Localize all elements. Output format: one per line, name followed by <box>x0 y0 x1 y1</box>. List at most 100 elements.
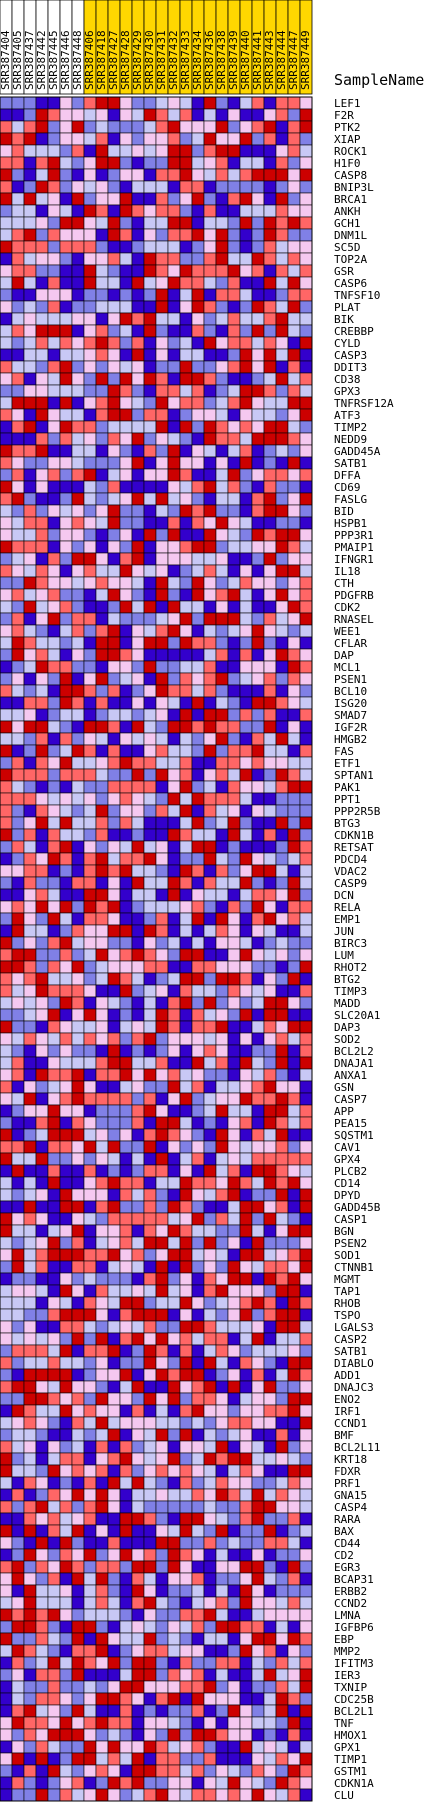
heatmap-cell <box>192 1393 204 1405</box>
heatmap-cell <box>204 1093 216 1105</box>
heatmap-cell <box>252 1417 264 1429</box>
heatmap-cell <box>0 1681 12 1693</box>
heatmap-cell <box>72 1729 84 1741</box>
heatmap-cell <box>192 805 204 817</box>
heatmap-cell <box>96 193 108 205</box>
heatmap-cell <box>204 1681 216 1693</box>
heatmap-cell <box>204 1033 216 1045</box>
heatmap-cell <box>60 901 72 913</box>
heatmap-cell <box>288 1633 300 1645</box>
heatmap-cell <box>120 1153 132 1165</box>
heatmap-cell <box>144 1237 156 1249</box>
heatmap-cell <box>276 565 288 577</box>
heatmap-cell <box>96 1093 108 1105</box>
heatmap-cell <box>0 1273 12 1285</box>
heatmap-cell <box>72 1681 84 1693</box>
heatmap-cell <box>132 349 144 361</box>
heatmap-cell <box>204 1513 216 1525</box>
heatmap-cell <box>216 649 228 661</box>
heatmap-cell <box>204 1393 216 1405</box>
heatmap-cell <box>288 1357 300 1369</box>
heatmap-cell <box>276 1513 288 1525</box>
heatmap-cell <box>132 577 144 589</box>
heatmap-cell <box>168 733 180 745</box>
heatmap-cell <box>72 757 84 769</box>
heatmap-cell <box>156 1201 168 1213</box>
heatmap-cell <box>0 1441 12 1453</box>
heatmap-cell <box>216 1609 228 1621</box>
heatmap-cell <box>276 1225 288 1237</box>
heatmap-cell <box>240 1285 252 1297</box>
heatmap-cell <box>240 853 252 865</box>
heatmap-cell <box>300 1441 312 1453</box>
heatmap-cell <box>204 133 216 145</box>
heatmap-cell <box>60 1717 72 1729</box>
heatmap-cell <box>168 1549 180 1561</box>
heatmap-cell <box>180 1645 192 1657</box>
heatmap-cell <box>168 865 180 877</box>
heatmap-cell <box>48 445 60 457</box>
heatmap-cell <box>96 1021 108 1033</box>
heatmap-cell <box>276 1177 288 1189</box>
heatmap-cell <box>264 793 276 805</box>
heatmap-cell <box>120 901 132 913</box>
heatmap-cell <box>288 853 300 865</box>
heatmap-cell <box>156 1753 168 1765</box>
heatmap-cell <box>96 1321 108 1333</box>
heatmap-cell <box>48 277 60 289</box>
heatmap-cell <box>192 673 204 685</box>
heatmap-cell <box>0 661 12 673</box>
heatmap-cell <box>24 721 36 733</box>
heatmap-cell <box>108 1741 120 1753</box>
heatmap-cell <box>0 1693 12 1705</box>
heatmap-cell <box>72 157 84 169</box>
heatmap-cell <box>132 1705 144 1717</box>
heatmap-cell <box>36 1645 48 1657</box>
heatmap-cell <box>204 1405 216 1417</box>
heatmap-cell <box>144 1501 156 1513</box>
heatmap-cell <box>96 781 108 793</box>
heatmap-cell <box>120 1585 132 1597</box>
heatmap-cell <box>36 1237 48 1249</box>
heatmap-cell <box>216 769 228 781</box>
heatmap-cell <box>168 889 180 901</box>
heatmap-cell <box>300 313 312 325</box>
heatmap-cell <box>156 1789 168 1801</box>
heatmap-cell <box>0 589 12 601</box>
heatmap-cell <box>132 277 144 289</box>
heatmap-cell <box>36 313 48 325</box>
heatmap-cell <box>12 877 24 889</box>
heatmap-cell <box>156 937 168 949</box>
heatmap-cell <box>84 1441 96 1453</box>
heatmap-cell <box>48 1645 60 1657</box>
heatmap-cell <box>12 1573 24 1585</box>
heatmap-cell <box>72 229 84 241</box>
heatmap-cell <box>264 1357 276 1369</box>
heatmap-cell <box>96 505 108 517</box>
heatmap-cell <box>240 865 252 877</box>
heatmap-cell <box>60 1081 72 1093</box>
heatmap-cell <box>48 769 60 781</box>
heatmap-cell <box>12 1237 24 1249</box>
heatmap-cell <box>48 709 60 721</box>
heatmap-cell <box>84 217 96 229</box>
heatmap-cell <box>204 553 216 565</box>
heatmap-cell <box>36 805 48 817</box>
heatmap-cell <box>252 1585 264 1597</box>
heatmap-cell <box>60 481 72 493</box>
heatmap-cell <box>72 1213 84 1225</box>
heatmap-cell <box>264 1537 276 1549</box>
heatmap-cell <box>276 1741 288 1753</box>
heatmap-cell <box>264 913 276 925</box>
heatmap-cell <box>84 325 96 337</box>
heatmap-cell <box>180 1777 192 1789</box>
heatmap-cell <box>72 805 84 817</box>
heatmap-cell <box>156 793 168 805</box>
heatmap-cell <box>216 1693 228 1705</box>
heatmap-cell <box>132 901 144 913</box>
heatmap-cell <box>60 1693 72 1705</box>
heatmap-cell <box>24 1381 36 1393</box>
heatmap-cell <box>240 421 252 433</box>
heatmap-cell <box>0 625 12 637</box>
heatmap-cell <box>228 565 240 577</box>
